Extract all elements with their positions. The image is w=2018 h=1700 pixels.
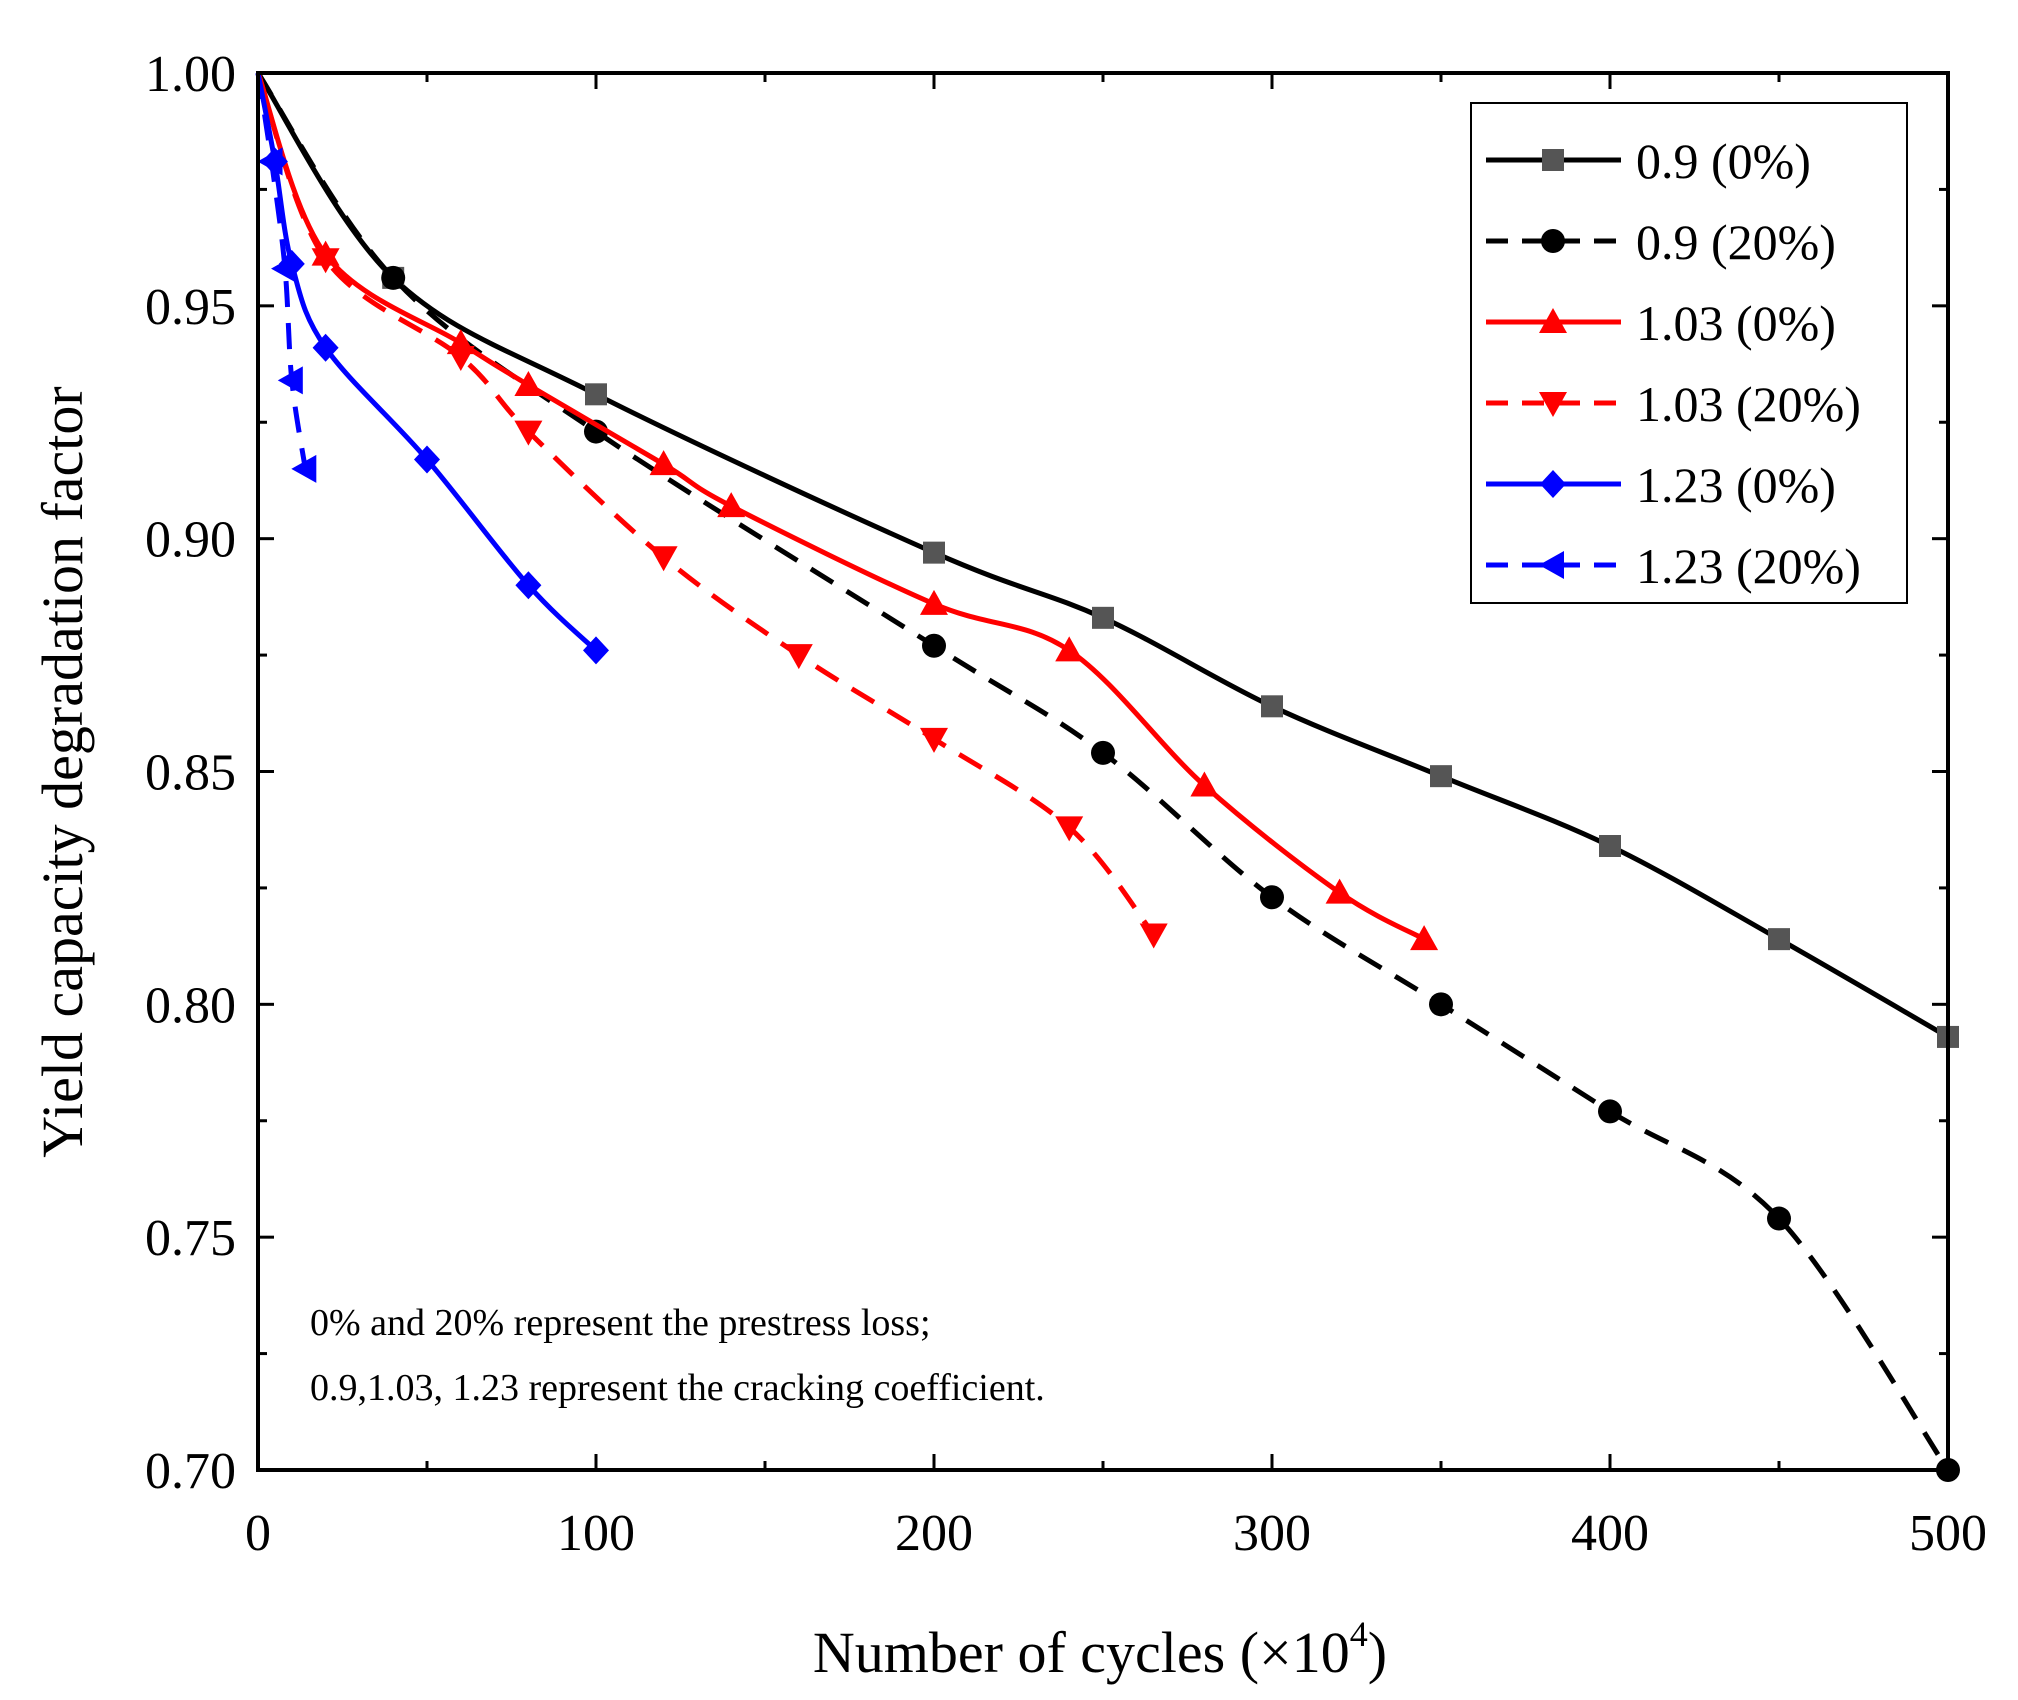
series-marker [585, 383, 607, 406]
y-tick-label: 0.85 [145, 745, 236, 802]
legend-label: 1.03 (0%) [1636, 295, 1836, 351]
series-marker [514, 420, 543, 446]
series-marker [271, 254, 297, 283]
series-marker [1092, 606, 1114, 629]
legend-label: 1.23 (20%) [1636, 538, 1861, 594]
series-marker [649, 546, 678, 572]
y-tick-label: 0.90 [145, 512, 236, 569]
x-tick-label: 300 [1233, 1505, 1311, 1562]
series-marker [414, 445, 440, 474]
legend-label: 1.03 (20%) [1636, 376, 1861, 432]
series-marker [1325, 878, 1354, 904]
series-marker [257, 147, 283, 176]
series-line [255, 72, 308, 470]
x-tick-labels: 0 100 200 300 400 500 [245, 1505, 1987, 1562]
series-marker [1260, 885, 1284, 910]
y-tick-label: 0.75 [145, 1210, 236, 1267]
series-marker [446, 346, 475, 372]
series-marker [1767, 1206, 1791, 1231]
series-marker [1539, 551, 1564, 579]
series-marker [1055, 636, 1084, 662]
y-tick-labels: 0.70 0.75 0.80 0.85 0.90 0.95 1.00 [145, 46, 236, 1500]
series-line [255, 71, 1950, 1040]
series-marker [1261, 695, 1283, 718]
series-marker [920, 727, 948, 753]
x-tick-label: 100 [557, 1505, 635, 1562]
series-marker [515, 571, 542, 600]
x-tick-label: 200 [895, 1505, 973, 1562]
series-marker [784, 644, 813, 670]
y-tick-label: 0.70 [145, 1443, 236, 1500]
series-marker [583, 636, 609, 665]
plot-area-frame [256, 71, 1950, 1472]
x-axis-title: Number of cycles (×104) [813, 1614, 1387, 1685]
x-tick-label: 0 [245, 1505, 271, 1562]
series-marker [1539, 308, 1567, 333]
series-marker [1540, 470, 1566, 498]
series-marker [1055, 816, 1084, 842]
series-1 [255, 71, 1960, 1482]
series-marker [1768, 928, 1790, 951]
annotation-line: 0.9,1.03, 1.23 represent the cracking co… [310, 1367, 1045, 1409]
series-marker [277, 366, 303, 395]
series-marker [1539, 392, 1567, 417]
legend: 0.9 (0%) 0.9 (20%) 1.03 (0%) 1.03 (20%) … [1470, 102, 1908, 604]
series-marker [1598, 1099, 1622, 1124]
series-marker [1541, 229, 1565, 253]
series-marker [312, 333, 339, 362]
series-marker [514, 370, 543, 396]
series-marker [1430, 765, 1452, 788]
series-marker [1429, 992, 1453, 1017]
series-marker [1542, 149, 1564, 171]
legend-label: 0.9 (20%) [1636, 214, 1836, 270]
series-marker [1091, 740, 1115, 765]
series-5 [255, 72, 317, 483]
series-marker [1410, 925, 1439, 951]
series-marker [1139, 923, 1168, 949]
legend-label: 0.9 (0%) [1636, 133, 1811, 189]
series-3 [255, 72, 1168, 949]
x-tick-label: 400 [1571, 1505, 1649, 1562]
series-0 [255, 71, 1959, 1048]
series-marker [922, 633, 946, 658]
series-marker [381, 265, 406, 290]
series-marker [291, 454, 317, 483]
series-marker [1190, 771, 1219, 797]
plot-series [255, 71, 1960, 1482]
y-tick-label: 0.80 [145, 977, 236, 1034]
y-tick-label: 1.00 [145, 46, 236, 103]
legend-label: 1.23 (0%) [1636, 457, 1836, 513]
series-marker [920, 589, 948, 615]
legend-box [1470, 102, 1908, 604]
annotation-line: 0% and 20% represent the prestress loss; [310, 1302, 931, 1344]
annotation: 0% and 20% represent the prestress loss;… [310, 1302, 1045, 1409]
series-marker [649, 450, 678, 476]
y-tick-label: 0.95 [145, 279, 236, 336]
series-marker [1599, 835, 1621, 858]
x-tick-label: 500 [1909, 1505, 1987, 1562]
series-marker [311, 248, 340, 274]
series-marker [717, 492, 746, 518]
series-marker [923, 541, 945, 564]
y-axis-title: Yield capacity degradation factor [30, 386, 95, 1157]
legend-keys [1486, 149, 1621, 579]
series-line [255, 72, 1426, 942]
